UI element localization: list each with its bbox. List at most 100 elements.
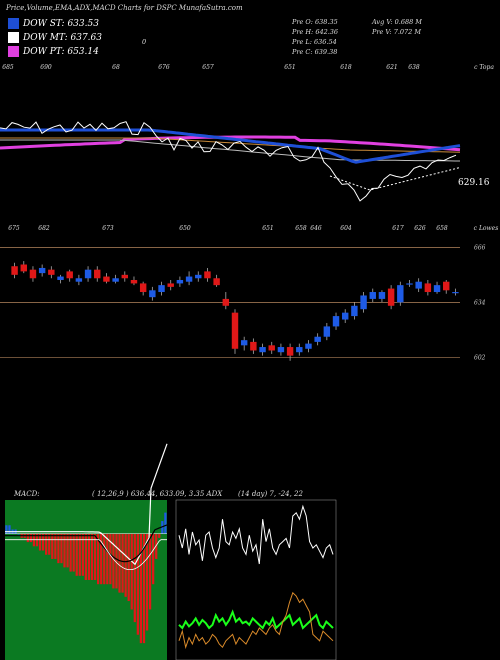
- macd-histogram-bar: [48, 533, 51, 555]
- candle-body: [185, 276, 193, 282]
- macd-histogram-bar: [87, 533, 91, 580]
- macd-histogram-bar: [5, 525, 8, 534]
- adx-minus-di-line: [178, 591, 334, 650]
- macd-histogram-bar: [54, 533, 57, 559]
- candle-body: [314, 336, 321, 342]
- candle-body: [139, 283, 147, 293]
- macd-histogram-bar: [90, 533, 94, 580]
- candle-body: [29, 269, 37, 279]
- macd-histogram-bar: [96, 533, 100, 585]
- adx-plus-di-line: [178, 609, 334, 630]
- macd-values: ( 12,26,9 ) 636.44, 633.09, 3.35 ADX: [92, 490, 223, 498]
- ema-st-line: [0, 128, 461, 164]
- ema-bottom-tick: 650: [179, 225, 191, 232]
- stat-prev-volume: Pre V: 7.072 M: [372, 28, 422, 36]
- candle-body: [323, 326, 331, 337]
- macd-label: MACD:: [14, 490, 40, 498]
- candle-body: [112, 278, 119, 282]
- macd-histogram-bar: [93, 533, 97, 580]
- macd-histogram-bar: [51, 533, 54, 559]
- ema-top-tick: 638: [408, 64, 420, 71]
- macd-histogram-bar: [78, 533, 81, 576]
- candle-body: [332, 316, 340, 327]
- macd-histogram-bar: [109, 533, 112, 585]
- macd-histogram-bar: [115, 533, 118, 589]
- ema-top-tick: 690: [40, 64, 52, 71]
- candle-body: [277, 347, 285, 353]
- candle-body: [240, 340, 248, 346]
- ema-bottom-tick: c Lowes: [474, 225, 499, 232]
- candle-body: [130, 279, 138, 284]
- ema-top-tick: 676: [158, 64, 170, 71]
- macd-histogram-bar: [148, 533, 152, 610]
- candle-body: [57, 276, 64, 280]
- macd-histogram-bar: [100, 533, 103, 585]
- candle-body: [268, 345, 275, 351]
- candle-body: [11, 266, 18, 275]
- ema-top-tick: 68: [112, 64, 120, 71]
- ema-top-tick: 651: [284, 64, 295, 71]
- candle-body: [149, 290, 156, 298]
- ema-slow-line: [0, 137, 461, 153]
- candle-body: [387, 288, 395, 306]
- ema-bottom-tick: 626: [414, 225, 426, 232]
- stat-avg-volume: Avg V: 0.688 M: [372, 18, 422, 26]
- macd-histogram-bar: [103, 533, 106, 585]
- macd-histogram-bar: [75, 533, 78, 576]
- ema-top-tick: 657: [202, 64, 214, 71]
- candle-body: [250, 341, 257, 351]
- macd-histogram-bar: [45, 533, 48, 555]
- macd-histogram-bar: [112, 533, 115, 589]
- macd-histogram-bar: [152, 533, 155, 585]
- legend-swatch-mt: [8, 32, 19, 43]
- ema-bottom-tick: 682: [38, 225, 50, 232]
- macd-histogram-bar: [8, 525, 11, 534]
- macd-histogram-bar: [60, 533, 63, 564]
- ema-bottom-tick: 658: [436, 225, 448, 232]
- price-level-label: 602: [474, 354, 486, 361]
- macd-histogram-bar: [106, 533, 109, 585]
- candle-body: [167, 283, 174, 287]
- macd-histogram-bar: [38, 533, 42, 551]
- candle-body: [75, 278, 83, 282]
- candle-body: [103, 276, 110, 282]
- chart-header: Price,Volume,EMA,ADX,MACD Charts for DSP…: [6, 4, 243, 12]
- ema-bottom-tick: 604: [340, 225, 352, 232]
- candle-body: [213, 278, 220, 286]
- price-level-label: 634: [474, 299, 486, 306]
- ema-last-value: 629.16: [458, 178, 490, 188]
- candle-body: [66, 271, 73, 279]
- candle-body: [158, 285, 165, 293]
- candle-body: [351, 305, 358, 317]
- stat-prev-open: Pre O: 638.35: [292, 18, 338, 26]
- candle-body: [222, 298, 230, 306]
- ema-bottom-tick: 617: [392, 225, 404, 232]
- legend-label-mt: DOW MT: 637.63: [23, 32, 102, 43]
- candle-body: [121, 274, 129, 279]
- macd-line: [5, 524, 168, 563]
- ema-pt-line: [0, 135, 461, 152]
- candle-body: [94, 269, 101, 279]
- macd-histogram-bar: [130, 533, 133, 610]
- candle-body: [305, 343, 312, 349]
- ema-bottom-tick: 651: [262, 225, 273, 232]
- macd-histogram-bar: [136, 533, 139, 635]
- macd-histogram-bar: [63, 533, 66, 568]
- ema-top-tick: c Topa: [474, 64, 494, 71]
- stat-marker: 0: [142, 38, 147, 46]
- ema-bottom-tick: 675: [8, 225, 20, 232]
- macd-histogram-bar: [139, 533, 143, 644]
- stat-prev-high: Pre H: 642.36: [292, 28, 339, 36]
- macd-line-2: [5, 539, 167, 570]
- ema-bottom-tick: 658: [295, 225, 307, 232]
- macd-histogram-bar: [142, 533, 146, 644]
- candle-body: [341, 312, 349, 320]
- ema-top-tick: 621: [386, 64, 397, 71]
- adx-line: [178, 504, 334, 565]
- macd-histogram-bar: [121, 533, 124, 593]
- candle-body: [443, 281, 450, 291]
- candle-body: [204, 271, 211, 279]
- ema-top-tick: 685: [2, 64, 14, 71]
- stat-prev-low: Pre L: 636.54: [292, 38, 337, 46]
